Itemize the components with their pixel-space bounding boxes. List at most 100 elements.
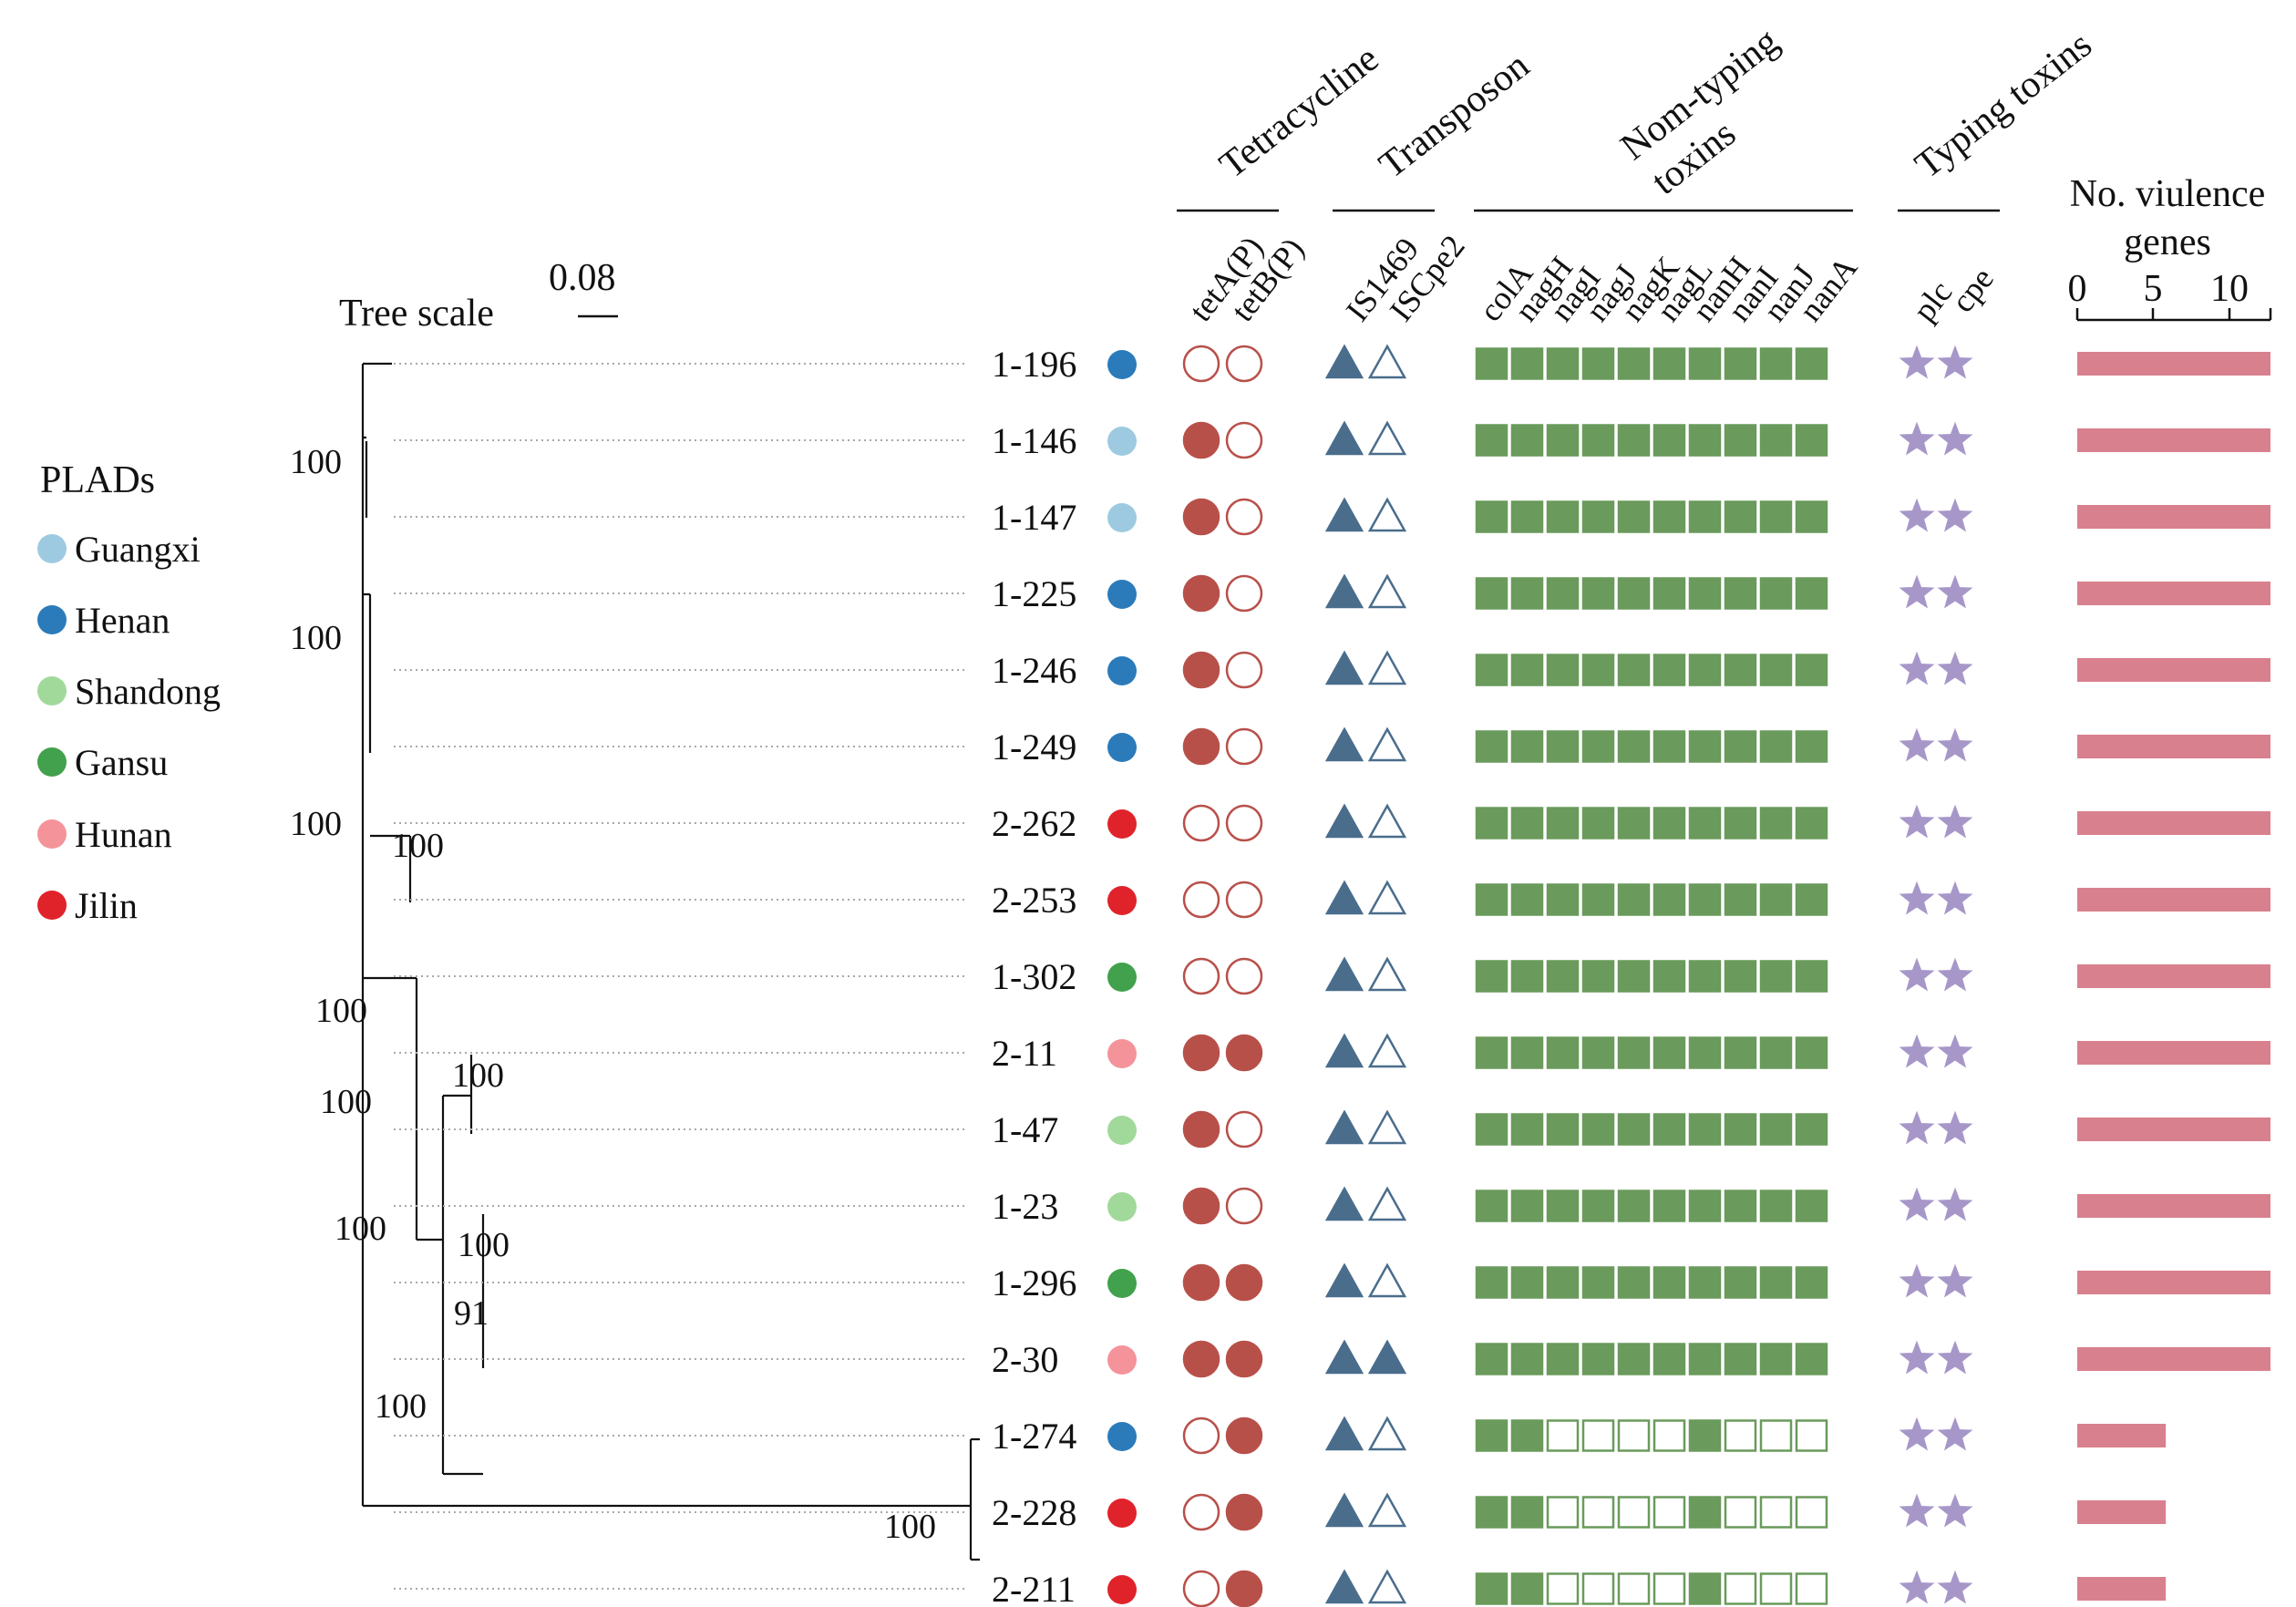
- tip-rows: 1-196 1-146 1-147 1-225 1-246 1-249 2-262 2-253…: [394, 344, 2270, 1607]
- tip-row: 2-211: [394, 1569, 2167, 1607]
- virulence-bar: [2077, 1271, 2270, 1294]
- legend-swatch-gansu: [37, 747, 67, 777]
- tet-gene-marker: [1225, 498, 1263, 536]
- typing-toxin-star: [1899, 957, 1935, 992]
- header-transposon: Transposon: [1372, 45, 1538, 187]
- tet-gene-marker: [1225, 1416, 1263, 1455]
- nontyping-toxin-marker: [1724, 500, 1757, 533]
- nontyping-toxin-marker: [1546, 1419, 1580, 1452]
- nontyping-toxin-marker: [1546, 577, 1580, 610]
- nontyping-toxin-marker: [1795, 1036, 1828, 1069]
- tet-gene-marker: [1225, 1263, 1263, 1302]
- legend-item-hunan: Hunan: [37, 814, 172, 855]
- nontyping-toxin-marker: [1759, 1572, 1793, 1605]
- nontyping-toxin-marker: [1759, 1496, 1793, 1529]
- nontyping-toxin-marker: [1581, 883, 1615, 916]
- nontyping-toxin-marker: [1653, 1266, 1686, 1299]
- region-dot: [1107, 886, 1137, 915]
- nontyping-toxin-marker: [1759, 1266, 1793, 1299]
- nontyping-toxin-marker: [1795, 1190, 1828, 1222]
- nontyping-toxin-marker: [1617, 1113, 1651, 1146]
- gene-label-cpe: cpe: [1944, 261, 2001, 319]
- tip-row: 1-225: [394, 573, 2270, 614]
- nontyping-toxin-marker: [1688, 1419, 1722, 1452]
- region-dot: [1107, 1039, 1137, 1068]
- typing-toxin-star: [1937, 498, 1973, 532]
- group-headers: Tetracycline Transposon Nom-typing toxin…: [1177, 20, 2265, 263]
- tet-gene-marker: [1182, 1187, 1220, 1225]
- legend: PLADs Guangxi Henan Shandong Gansu Hunan…: [37, 459, 221, 926]
- support-value: 91: [454, 1294, 489, 1333]
- region-dot: [1107, 1499, 1137, 1528]
- nontyping-toxin-marker: [1795, 1419, 1828, 1452]
- nontyping-toxin-marker: [1581, 500, 1615, 533]
- nontyping-toxin-marker: [1510, 883, 1544, 916]
- tet-gene-marker: [1182, 1340, 1220, 1378]
- nontyping-toxin-marker: [1510, 577, 1544, 610]
- nontyping-toxin-marker: [1795, 1343, 1828, 1375]
- nontyping-toxin-marker: [1617, 807, 1651, 840]
- nontyping-toxin-marker: [1581, 1419, 1615, 1452]
- header-virulence-line1: No. viulence: [2070, 173, 2266, 215]
- legend-label-hunan: Hunan: [75, 814, 172, 855]
- nontyping-toxin-marker: [1546, 883, 1580, 916]
- typing-toxin-star: [1899, 1340, 1935, 1375]
- transposon-marker: [1367, 1033, 1407, 1068]
- tet-gene-marker: [1182, 1493, 1220, 1531]
- legend-item-henan: Henan: [37, 600, 170, 641]
- typing-toxin-star: [1899, 345, 1935, 379]
- virulence-bar: [2077, 352, 2270, 376]
- transposon-marker: [1324, 726, 1364, 762]
- nontyping-toxin-marker: [1653, 424, 1686, 457]
- nontyping-toxin-marker: [1475, 807, 1508, 840]
- nontyping-toxin-marker: [1475, 424, 1508, 457]
- typing-toxin-star: [1899, 1110, 1935, 1145]
- transposon-marker: [1324, 1186, 1364, 1221]
- region-dot: [1107, 1575, 1137, 1604]
- transposon-marker: [1324, 1109, 1364, 1145]
- legend-label-guangxi: Guangxi: [75, 529, 201, 570]
- transposon-marker: [1367, 1339, 1407, 1375]
- typing-toxin-star: [1937, 1493, 1973, 1528]
- tet-gene-marker: [1182, 1034, 1220, 1072]
- tet-gene-marker: [1225, 957, 1263, 995]
- tip-label: 1-23: [992, 1186, 1058, 1227]
- nontyping-toxin-marker: [1546, 960, 1580, 993]
- nontyping-toxin-marker: [1724, 960, 1757, 993]
- nontyping-toxin-marker: [1795, 1572, 1828, 1605]
- nontyping-toxin-marker: [1510, 1572, 1544, 1605]
- region-dot: [1107, 503, 1137, 532]
- nontyping-toxin-marker: [1688, 883, 1722, 916]
- bootstrap-support-values: 100 100 100 100 100 100 100 100 91 100 1…: [290, 443, 936, 1546]
- nontyping-toxin-marker: [1653, 1036, 1686, 1069]
- virulence-bar: [2077, 811, 2270, 835]
- tet-gene-marker: [1225, 804, 1263, 842]
- nontyping-toxin-marker: [1617, 1419, 1651, 1452]
- nontyping-toxin-marker: [1759, 1113, 1793, 1146]
- tip-row: 1-147: [394, 497, 2270, 538]
- nontyping-toxin-marker: [1510, 1419, 1544, 1452]
- typing-toxin-star: [1899, 1416, 1935, 1451]
- nontyping-toxin-marker: [1617, 424, 1651, 457]
- support-value: 100: [290, 619, 342, 657]
- region-dot: [1107, 580, 1137, 609]
- nontyping-toxin-marker: [1653, 807, 1686, 840]
- tet-gene-marker: [1225, 651, 1263, 689]
- virulence-bar: [2077, 658, 2270, 682]
- header-typing: Typing toxins: [1908, 24, 2100, 187]
- nontyping-toxin-marker: [1617, 960, 1651, 993]
- nontyping-toxin-marker: [1688, 577, 1722, 610]
- tip-label: 1-147: [992, 497, 1076, 538]
- nontyping-toxin-marker: [1724, 883, 1757, 916]
- typing-toxin-star: [1937, 421, 1973, 456]
- nontyping-toxin-marker: [1795, 1113, 1828, 1146]
- typing-toxin-star: [1937, 881, 1973, 915]
- support-value: 100: [290, 805, 342, 843]
- nontyping-toxin-marker: [1475, 1266, 1508, 1299]
- nontyping-toxin-marker: [1581, 1496, 1615, 1529]
- nontyping-toxin-marker: [1653, 1113, 1686, 1146]
- typing-toxin-star: [1899, 1187, 1935, 1221]
- nontyping-toxin-marker: [1510, 1113, 1544, 1146]
- tet-gene-marker: [1225, 1034, 1263, 1072]
- region-dot: [1107, 350, 1137, 379]
